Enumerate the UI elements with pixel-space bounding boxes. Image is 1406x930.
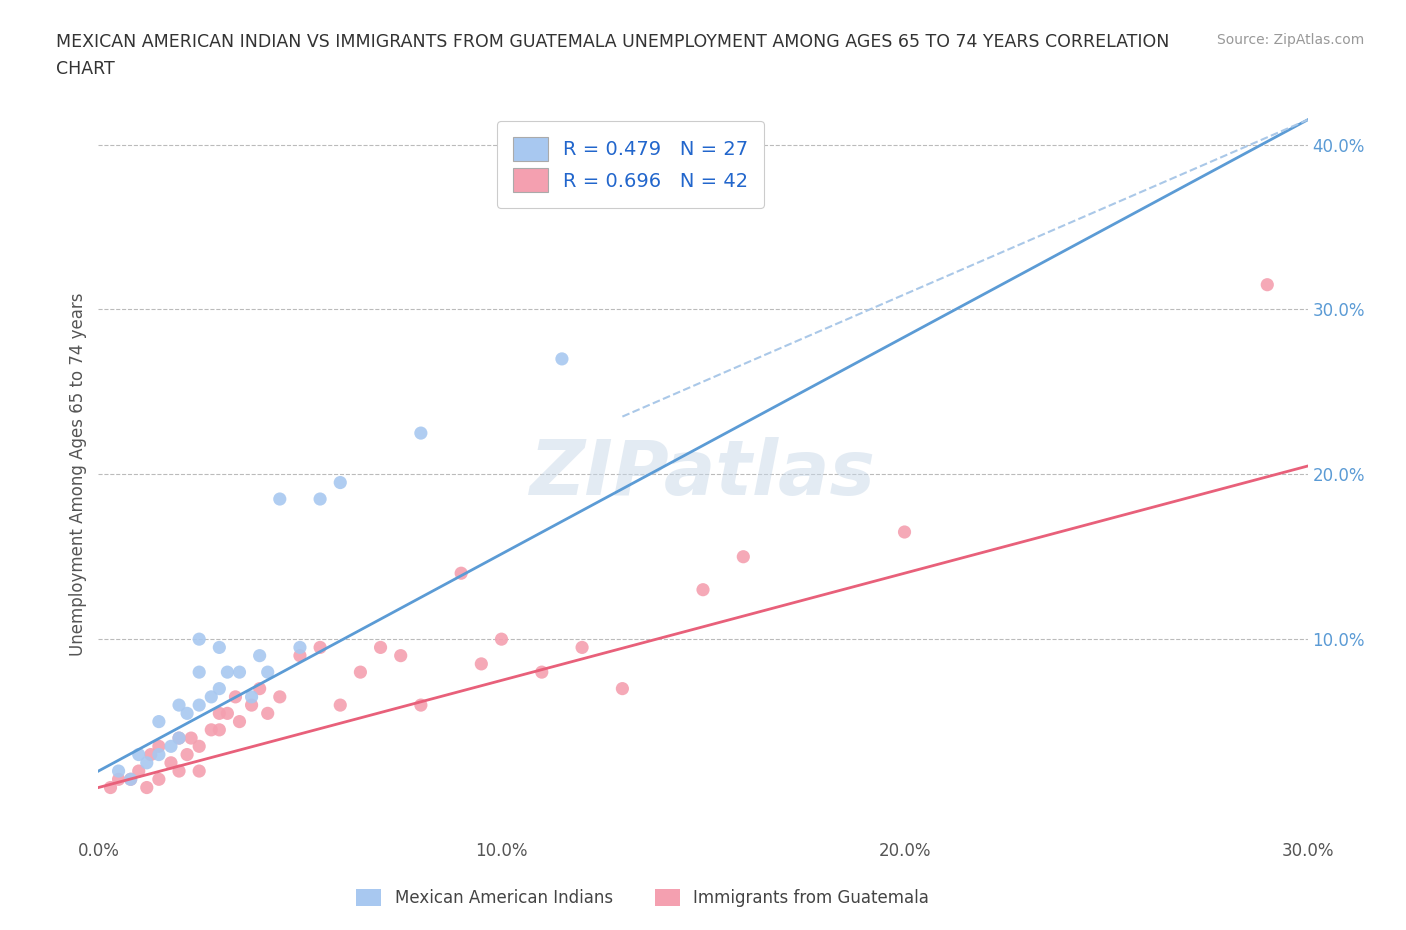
Point [256,665,278,680]
Point [893,525,915,539]
Point [217,665,239,680]
Point [120,772,142,787]
Text: Source: ZipAtlas.com: Source: ZipAtlas.com [1216,33,1364,46]
Point [733,550,755,565]
Point [470,657,492,671]
Point [188,764,211,778]
Point [409,426,432,441]
Point [100,780,122,795]
Point [208,706,231,721]
Point [208,723,231,737]
Point [309,640,332,655]
Point [571,640,593,655]
Point [692,582,714,597]
Point [139,747,162,762]
Point [148,738,170,753]
Point [167,764,190,778]
Point [167,731,190,746]
Point [188,738,211,753]
Point [167,731,190,746]
Point [120,772,142,787]
Point [269,492,291,507]
Point [269,689,291,704]
Point [249,681,271,696]
Text: CHART: CHART [56,60,115,78]
Point [176,706,198,721]
Point [224,689,246,704]
Point [349,665,371,680]
Point [148,747,170,762]
Point [309,492,332,507]
Text: MEXICAN AMERICAN INDIAN VS IMMIGRANTS FROM GUATEMALA UNEMPLOYMENT AMONG AGES 65 : MEXICAN AMERICAN INDIAN VS IMMIGRANTS FR… [56,33,1170,50]
Point [200,723,222,737]
Point [160,755,183,770]
Text: ZIPatlas: ZIPatlas [530,437,876,512]
Point [370,640,392,655]
Point [167,698,190,712]
Point [148,714,170,729]
Point [288,648,311,663]
Point [180,731,202,746]
Point [288,640,311,655]
Point [107,764,129,778]
Point [409,698,432,712]
Point [551,352,574,366]
Point [135,780,157,795]
Legend: Mexican American Indians, Immigrants from Guatemala: Mexican American Indians, Immigrants fro… [349,881,936,916]
Point [450,565,472,580]
Point [389,648,412,663]
Point [208,640,231,655]
Point [329,475,352,490]
Point [160,738,183,753]
Point [530,665,553,680]
Point [491,631,513,646]
Point [176,747,198,762]
Point [107,772,129,787]
Point [228,665,250,680]
Point [1256,277,1278,292]
Point [128,764,150,778]
Point [200,689,222,704]
Point [148,772,170,787]
Point [217,706,239,721]
Point [612,681,634,696]
Point [128,747,150,762]
Point [135,755,157,770]
Point [249,648,271,663]
Point [256,706,278,721]
Point [188,631,211,646]
Point [228,714,250,729]
Point [329,698,352,712]
Point [188,665,211,680]
Y-axis label: Unemployment Among Ages 65 to 74 years: Unemployment Among Ages 65 to 74 years [69,293,87,656]
Point [208,681,231,696]
Point [240,689,263,704]
Point [188,698,211,712]
Point [240,698,263,712]
